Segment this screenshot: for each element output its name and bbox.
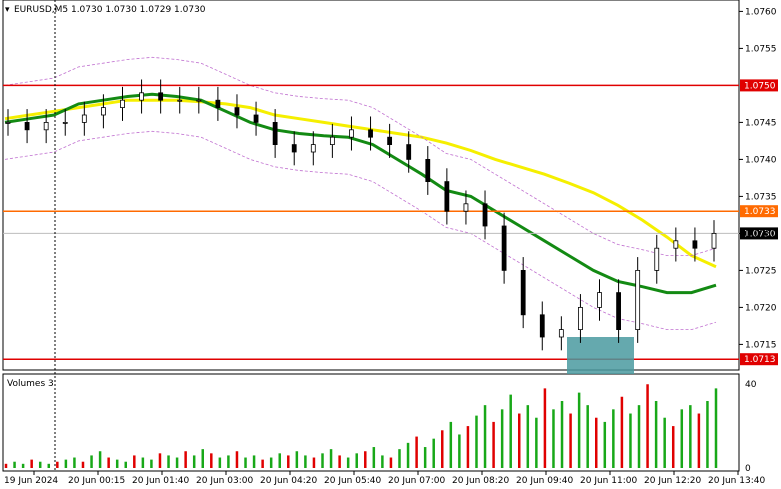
price-tick-label: 1.0760 (745, 7, 777, 17)
time-tick-label: 20 Jun 09:40 (516, 476, 573, 486)
candle-body (234, 107, 240, 116)
candle-body (81, 114, 87, 123)
time-tick-label: 20 Jun 13:40 (708, 476, 765, 486)
candle-body (501, 225, 507, 271)
price-tick-label: 1.0745 (745, 118, 777, 128)
level-price-label: 1.0713 (744, 355, 776, 365)
price-tick-label: 1.0735 (745, 192, 777, 202)
time-tick-label: 20 Jun 05:40 (324, 476, 381, 486)
time-axis: 19 Jun 2024 20 Jun 00:15 20 Jun 01:40 20 Ju… (4, 471, 765, 486)
envelope-line (4, 130, 717, 331)
price-tick-label: 1.0740 (745, 155, 777, 165)
candle-body (654, 247, 660, 271)
candle-body (215, 99, 221, 108)
candle-body (425, 158, 431, 182)
level-price-tag (740, 353, 778, 366)
time-tick-label: 20 Jun 04:20 (260, 476, 317, 486)
price-axis: 1.0760 1.0755 1.0745 1.0740 1.0735 1.0730 1.07… (739, 7, 777, 350)
candle-body (139, 92, 144, 101)
price-tick-label: 1.0755 (745, 44, 777, 54)
candle-body (291, 144, 297, 153)
time-tick-label: 19 Jun 2024 (4, 476, 58, 486)
candle-body (558, 329, 564, 338)
price-tick-label: 1.0720 (745, 303, 777, 313)
candle-body (177, 99, 183, 102)
volume-panel-label: Volumes 3 (7, 379, 54, 389)
price-tick-label: 1.0725 (745, 266, 777, 276)
candlesticks (5, 79, 717, 351)
highlight-zone (567, 337, 634, 374)
candle-body (120, 99, 125, 108)
main-chart-frame (2, 0, 740, 371)
candle-body (253, 114, 259, 123)
candle-body (597, 292, 602, 308)
volume-tick-label: 40 (745, 380, 757, 390)
candle-body (368, 129, 373, 138)
candle-body (349, 129, 354, 138)
candle-body (673, 240, 679, 249)
candle-body (158, 92, 164, 101)
current-price-tag (740, 227, 778, 240)
volume-bars: 40 0 (4, 380, 757, 474)
candle-body (101, 107, 106, 116)
price-tick-label: 1.0715 (745, 340, 777, 350)
current-price-label: 1.0730 (744, 229, 776, 239)
candle-body (444, 181, 450, 212)
price-tick-label: 1.0730 (745, 229, 777, 239)
level-price-label: 1.0750 (744, 81, 776, 91)
envelope-lines (4, 56, 717, 331)
chart-title: EURUSD,M5 1.0730 1.0730 1.0729 1.0730 (14, 5, 206, 15)
chart-title-arrow: ▾ (5, 5, 10, 15)
volume-tick-label: 0 (745, 464, 751, 474)
time-tick-label: 20 Jun 00:15 (68, 476, 125, 486)
volume-panel-frame (2, 373, 740, 472)
candle-body (711, 232, 717, 249)
time-tick-label: 20 Jun 11:00 (580, 476, 637, 486)
time-tick-label: 20 Jun 12:20 (644, 476, 701, 486)
candle-body (43, 122, 49, 131)
level-price-label: 1.0733 (744, 207, 776, 217)
candle-body (578, 306, 583, 330)
level-price-tag (740, 79, 778, 92)
candle-body (520, 269, 526, 316)
candle-body (406, 144, 412, 160)
moving-average-line (4, 92, 717, 295)
candle-body (616, 292, 621, 331)
candle-body (329, 136, 335, 145)
candle-body (24, 122, 30, 131)
candle-body (387, 136, 393, 145)
candle-body (635, 269, 641, 330)
candle-body (482, 203, 488, 227)
time-tick-label: 20 Jun 03:00 (196, 476, 253, 486)
horizontal-levels[interactable]: 1.0750 1.0733 1.0713 1.0730 (3, 79, 778, 374)
candle-body (62, 122, 68, 124)
time-tick-label: 20 Jun 07:00 (388, 476, 445, 486)
candle-body (272, 122, 278, 146)
envelope-line (4, 56, 717, 257)
candle-body (539, 314, 545, 338)
candle-body (5, 122, 11, 124)
time-tick-label: 20 Jun 08:20 (452, 476, 509, 486)
candle-body (310, 144, 316, 153)
level-price-tag (740, 205, 778, 218)
candle-body (463, 203, 469, 212)
candle-body (196, 99, 202, 102)
candle-body (692, 240, 698, 249)
time-tick-label: 20 Jun 01:40 (132, 476, 189, 486)
